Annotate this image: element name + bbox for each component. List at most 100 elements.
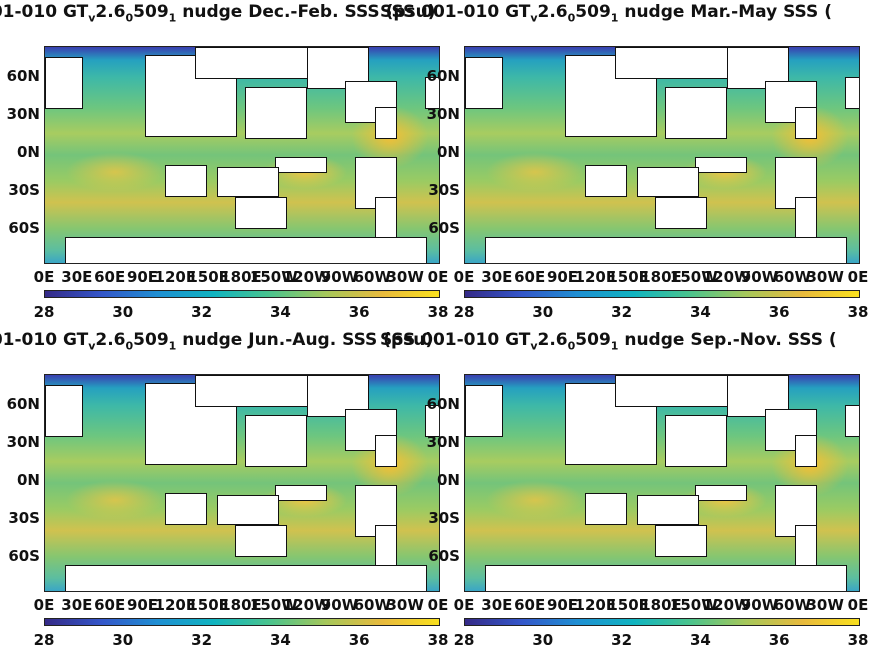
map-panel: R 001-010 GTv2.605091 nudge Jun.-Aug. SS…: [0, 328, 448, 649]
colorbar-tick: 38: [427, 631, 449, 649]
longitude-label: 30W: [386, 268, 424, 286]
latitude-label: 30N: [6, 105, 40, 123]
landmass: [845, 405, 859, 437]
latitude-label: 30S: [428, 509, 460, 527]
colorbar-tick: 34: [269, 303, 291, 321]
longitude-label: 30W: [806, 268, 844, 286]
latitude-label: 30S: [428, 181, 460, 199]
latitude-label: 60S: [428, 219, 460, 237]
colorbar-tick: 28: [453, 631, 475, 649]
salinity-map: [44, 46, 440, 264]
landmass: [795, 435, 817, 467]
salinity-map: [464, 46, 860, 264]
colorbar: [464, 618, 860, 626]
longitude-label: 0E: [427, 596, 449, 614]
longitude-label: 90E: [546, 268, 579, 286]
landmass: [45, 57, 83, 109]
longitude-label: 150E: [187, 268, 229, 286]
longitude-label: 150E: [187, 596, 229, 614]
longitude-label: 150W: [249, 268, 298, 286]
longitude-label: 120W: [282, 268, 331, 286]
colorbar-tick: 32: [191, 631, 213, 649]
longitude-label: 90E: [126, 596, 159, 614]
latitude-label: 30S: [8, 181, 40, 199]
colorbar-tick: 28: [33, 303, 55, 321]
longitude-label: 0E: [453, 268, 475, 286]
colorbar-tick: 34: [689, 631, 711, 649]
longitude-label: 90W: [320, 596, 359, 614]
salinity-map: [44, 374, 440, 592]
latitude-label: 30S: [8, 509, 40, 527]
longitude-label: 0E: [33, 596, 55, 614]
landmass: [845, 77, 859, 109]
latitude-label: 60N: [426, 67, 460, 85]
landmass: [795, 197, 817, 239]
landmass: [565, 383, 657, 465]
colorbar-tick: 36: [768, 303, 790, 321]
longitude-labels: 0E 30E 60E 90E 120E 150E 180E 150W 120W 90W 60W 30W…: [34, 596, 449, 614]
colorbar-tick: 36: [768, 631, 790, 649]
colorbar: [44, 290, 440, 298]
landmass: [275, 485, 327, 501]
landmass: [45, 385, 83, 437]
longitude-label: 150W: [249, 596, 298, 614]
landmass: [485, 237, 847, 263]
colorbar-tick: 28: [33, 631, 55, 649]
landmass: [245, 87, 307, 139]
landmass: [165, 165, 207, 197]
colorbar: [44, 618, 440, 626]
longitude-label: 90W: [740, 596, 779, 614]
longitude-labels: 0E 30E 60E 90E 120E 150E 180E 150W 120W 90W 60W 30W…: [34, 268, 449, 286]
landmass: [585, 493, 627, 525]
landmass: [245, 415, 307, 467]
colorbar-tick: 30: [532, 631, 554, 649]
longitude-label: 60E: [94, 268, 126, 286]
longitude-labels: 0E 30E 60E 90E 120E 150E 180E 150W 120W 90W 60W 30W…: [454, 268, 869, 286]
landmass: [695, 157, 747, 173]
longitude-label: 60E: [514, 596, 546, 614]
longitude-label: 90E: [546, 596, 579, 614]
longitude-label: 60W: [353, 268, 392, 286]
longitude-label: 90E: [126, 268, 159, 286]
colorbar-tick: 38: [847, 303, 869, 321]
longitude-label: 30E: [481, 596, 513, 614]
landmass: [655, 525, 707, 557]
landmass: [465, 57, 503, 109]
latitude-label: 60N: [426, 395, 460, 413]
longitude-label: 60W: [353, 596, 392, 614]
longitude-labels: 0E 30E 60E 90E 120E 150E 180E 150W 120W 90W 60W 30W…: [454, 596, 869, 614]
landmass: [375, 107, 397, 139]
landmass: [217, 495, 279, 525]
latitude-label: 0N: [17, 143, 40, 161]
longitude-label: 30E: [61, 268, 93, 286]
landmass: [485, 565, 847, 591]
landmass: [217, 167, 279, 197]
longitude-label: 30W: [386, 596, 424, 614]
longitude-label: 60W: [773, 268, 812, 286]
longitude-label: 0E: [33, 268, 55, 286]
landmass: [425, 77, 439, 109]
landmass: [235, 525, 287, 557]
panel-title: SSS 001-010 GTv2.605091 nudge Sep.-Nov. …: [380, 330, 837, 353]
colorbar-ticks: 28 30 32 34 36 38: [34, 303, 449, 321]
panel-title: R 001-010 GTv2.605091 nudge Jun.-Aug. SS…: [0, 330, 434, 353]
longitude-label: 120W: [282, 596, 331, 614]
colorbar-tick: 30: [112, 303, 134, 321]
longitude-label: 30E: [481, 268, 513, 286]
map-panel: R 001-010 GTv2.605091 nudge Dec.-Feb. SS…: [0, 0, 448, 321]
longitude-label: 120E: [574, 268, 617, 286]
longitude-label: 60E: [514, 268, 546, 286]
latitude-label: 0N: [17, 471, 40, 489]
longitude-label: 60E: [94, 596, 126, 614]
colorbar-tick: 36: [348, 631, 370, 649]
latitude-label: 0N: [437, 143, 460, 161]
landmass: [425, 405, 439, 437]
landmass: [695, 485, 747, 501]
landmass: [795, 107, 817, 139]
colorbar-tick: 32: [191, 303, 213, 321]
longitude-label: 0E: [427, 268, 449, 286]
colorbar-ticks: 28 30 32 34 36 38: [34, 631, 449, 649]
latitude-label: 0N: [437, 471, 460, 489]
longitude-label: 120E: [574, 596, 617, 614]
latitude-label: 60S: [428, 547, 460, 565]
